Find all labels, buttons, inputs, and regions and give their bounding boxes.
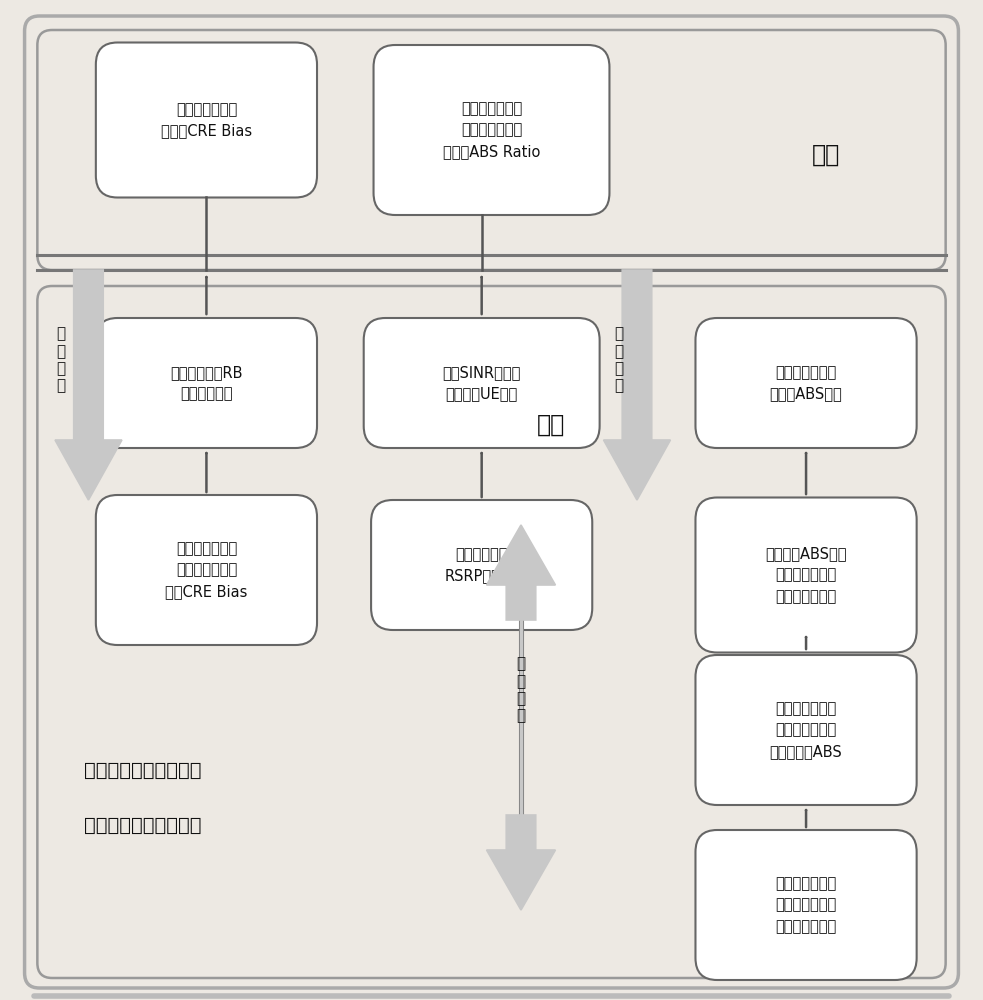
FancyArrow shape (55, 270, 122, 500)
FancyBboxPatch shape (371, 500, 592, 630)
FancyBboxPatch shape (695, 318, 916, 448)
Text: 下宏微小区间干扰消除: 下宏微小区间干扰消除 (84, 816, 202, 834)
FancyBboxPatch shape (25, 16, 958, 988)
Text: 估计各组ABS配置
下的系统容量并
比较确定最优值: 估计各组ABS配置 下的系统容量并 比较确定最优值 (766, 546, 846, 604)
Text: 从最强干扰源微
小区开始依次为
微小区配置ABS: 从最强干扰源微 小区开始依次为 微小区配置ABS (770, 701, 842, 759)
Text: 微
微
干
扰: 微 微 干 扰 (516, 656, 526, 724)
Text: 统计小站间干扰
情况并以干扰源
强度对小站排序: 统计小站间干扰 情况并以干扰源 强度对小站排序 (776, 876, 837, 934)
Text: 超密集异构微小区网络: 超密集异构微小区网络 (84, 760, 202, 780)
FancyArrow shape (604, 270, 670, 500)
FancyBboxPatch shape (95, 42, 317, 198)
Text: 小站: 小站 (537, 413, 564, 437)
FancyBboxPatch shape (95, 495, 317, 645)
Text: 业
务
卸
载: 业 务 卸 载 (56, 326, 66, 394)
Text: 按最优配置参数
对小站ABS配置: 按最优配置参数 对小站ABS配置 (770, 365, 842, 401)
Text: 宏站: 宏站 (812, 143, 839, 167)
FancyArrow shape (487, 525, 555, 620)
FancyBboxPatch shape (37, 30, 946, 270)
Text: 综合各微小区边
缘用户比例，决
定宏站ABS Ratio: 综合各微小区边 缘用户比例，决 定宏站ABS Ratio (442, 101, 541, 159)
FancyBboxPatch shape (695, 655, 916, 805)
FancyBboxPatch shape (364, 318, 600, 448)
FancyBboxPatch shape (37, 286, 946, 978)
FancyArrow shape (487, 815, 555, 910)
Text: 微小区扩展，配
置宏微小区对之
间的CRE Bias: 微小区扩展，配 置宏微小区对之 间的CRE Bias (165, 541, 248, 599)
Text: 计算SINR并统计
低于门限UE比例: 计算SINR并统计 低于门限UE比例 (442, 365, 521, 401)
FancyBboxPatch shape (374, 45, 609, 215)
FancyBboxPatch shape (695, 498, 916, 652)
Text: 根据需要周期性
地调节CRE Bias: 根据需要周期性 地调节CRE Bias (161, 102, 252, 138)
FancyBboxPatch shape (695, 830, 916, 980)
FancyBboxPatch shape (95, 318, 317, 448)
Text: 收集小站用户
RSRP上报情况: 收集小站用户 RSRP上报情况 (445, 547, 518, 583)
Text: 统计历史平均RB
资源占用情况: 统计历史平均RB 资源占用情况 (170, 365, 243, 401)
Text: 宏
微
干
扰: 宏 微 干 扰 (614, 326, 624, 394)
